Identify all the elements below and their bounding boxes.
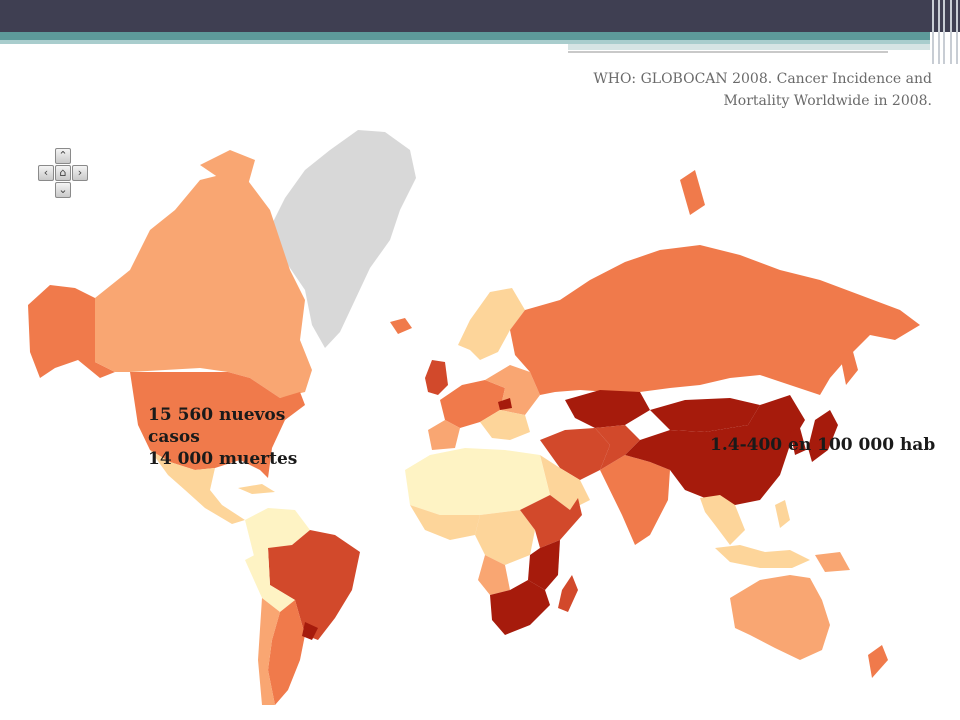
italy-balkans <box>480 410 530 440</box>
canada <box>95 170 312 398</box>
central-africa <box>475 510 535 565</box>
source-citation: WHO: GLOBOCAN 2008. Cancer Incidence and… <box>532 68 932 112</box>
chevron-down-icon[interactable]: ⌄ <box>55 182 71 198</box>
chile <box>258 598 280 705</box>
southern-africa <box>490 580 550 635</box>
hungary <box>498 398 512 410</box>
brazil <box>268 530 360 640</box>
usa-annotation-line-1: 15 560 nuevos <box>148 405 286 425</box>
india <box>600 455 670 545</box>
greenland <box>268 130 416 348</box>
scandinavia <box>458 288 525 360</box>
colombia-venezuela <box>245 508 310 560</box>
chevron-up-icon[interactable]: ⌃ <box>55 148 71 164</box>
world-choropleth-map <box>28 130 920 705</box>
arctic-islands <box>680 170 705 215</box>
chevron-right-icon[interactable]: › <box>72 165 88 181</box>
australia <box>730 575 830 660</box>
angola <box>478 555 510 595</box>
united-states <box>130 372 305 478</box>
header-accent-stripe <box>0 32 930 40</box>
china <box>625 395 805 505</box>
canada-islands <box>200 150 255 185</box>
source-line-2: Mortality Worldwide in 2008. <box>723 93 932 109</box>
source-line-1: WHO: GLOBOCAN 2008. Cancer Incidence and <box>593 71 932 87</box>
indochina <box>700 495 745 545</box>
eastern-europe <box>485 365 540 415</box>
kazakhstan <box>565 390 650 428</box>
header-divider <box>568 44 930 50</box>
papua <box>815 552 850 572</box>
usa-annotation-line-3: 14 000 muertes <box>148 449 298 469</box>
russia <box>510 245 920 395</box>
east-africa <box>528 540 560 590</box>
uk-ireland <box>425 360 448 395</box>
kamchatka-sakhalin <box>840 348 858 385</box>
peru-bolivia <box>245 548 295 612</box>
indonesia <box>715 545 810 568</box>
mexico <box>150 450 245 524</box>
header-rails-decoration <box>930 0 960 64</box>
alaska <box>28 285 115 378</box>
mongolia <box>650 398 760 432</box>
header-divider-thin <box>568 51 888 53</box>
slide-header-bar <box>0 0 960 32</box>
pakistan-afghanistan <box>595 425 640 470</box>
uruguay <box>302 622 318 640</box>
new-zealand <box>868 645 888 678</box>
japan <box>808 410 838 462</box>
iberia <box>428 420 460 450</box>
rate-annotation: 1.4-400 en 100 000 hab <box>710 435 936 455</box>
arabian-peninsula <box>540 455 590 510</box>
usa-annotation: 15 560 nuevos casos 14 000 muertes <box>148 404 318 470</box>
map-nav-control: ⌃ ‹ ⌂ › ⌄ <box>38 148 90 200</box>
home-icon[interactable]: ⌂ <box>55 165 71 181</box>
north-africa <box>405 448 550 515</box>
madagascar <box>558 575 578 612</box>
west-africa <box>410 505 480 540</box>
korea <box>790 428 806 455</box>
chevron-left-icon[interactable]: ‹ <box>38 165 54 181</box>
philippines <box>775 500 790 528</box>
middle-east <box>540 428 610 480</box>
header-accent-stripe-light <box>0 40 930 44</box>
western-europe <box>440 380 505 428</box>
argentina <box>268 600 305 705</box>
horn-of-africa <box>520 495 582 548</box>
cuba <box>238 484 275 494</box>
usa-annotation-line-2: casos <box>148 427 200 447</box>
iceland <box>390 318 412 334</box>
